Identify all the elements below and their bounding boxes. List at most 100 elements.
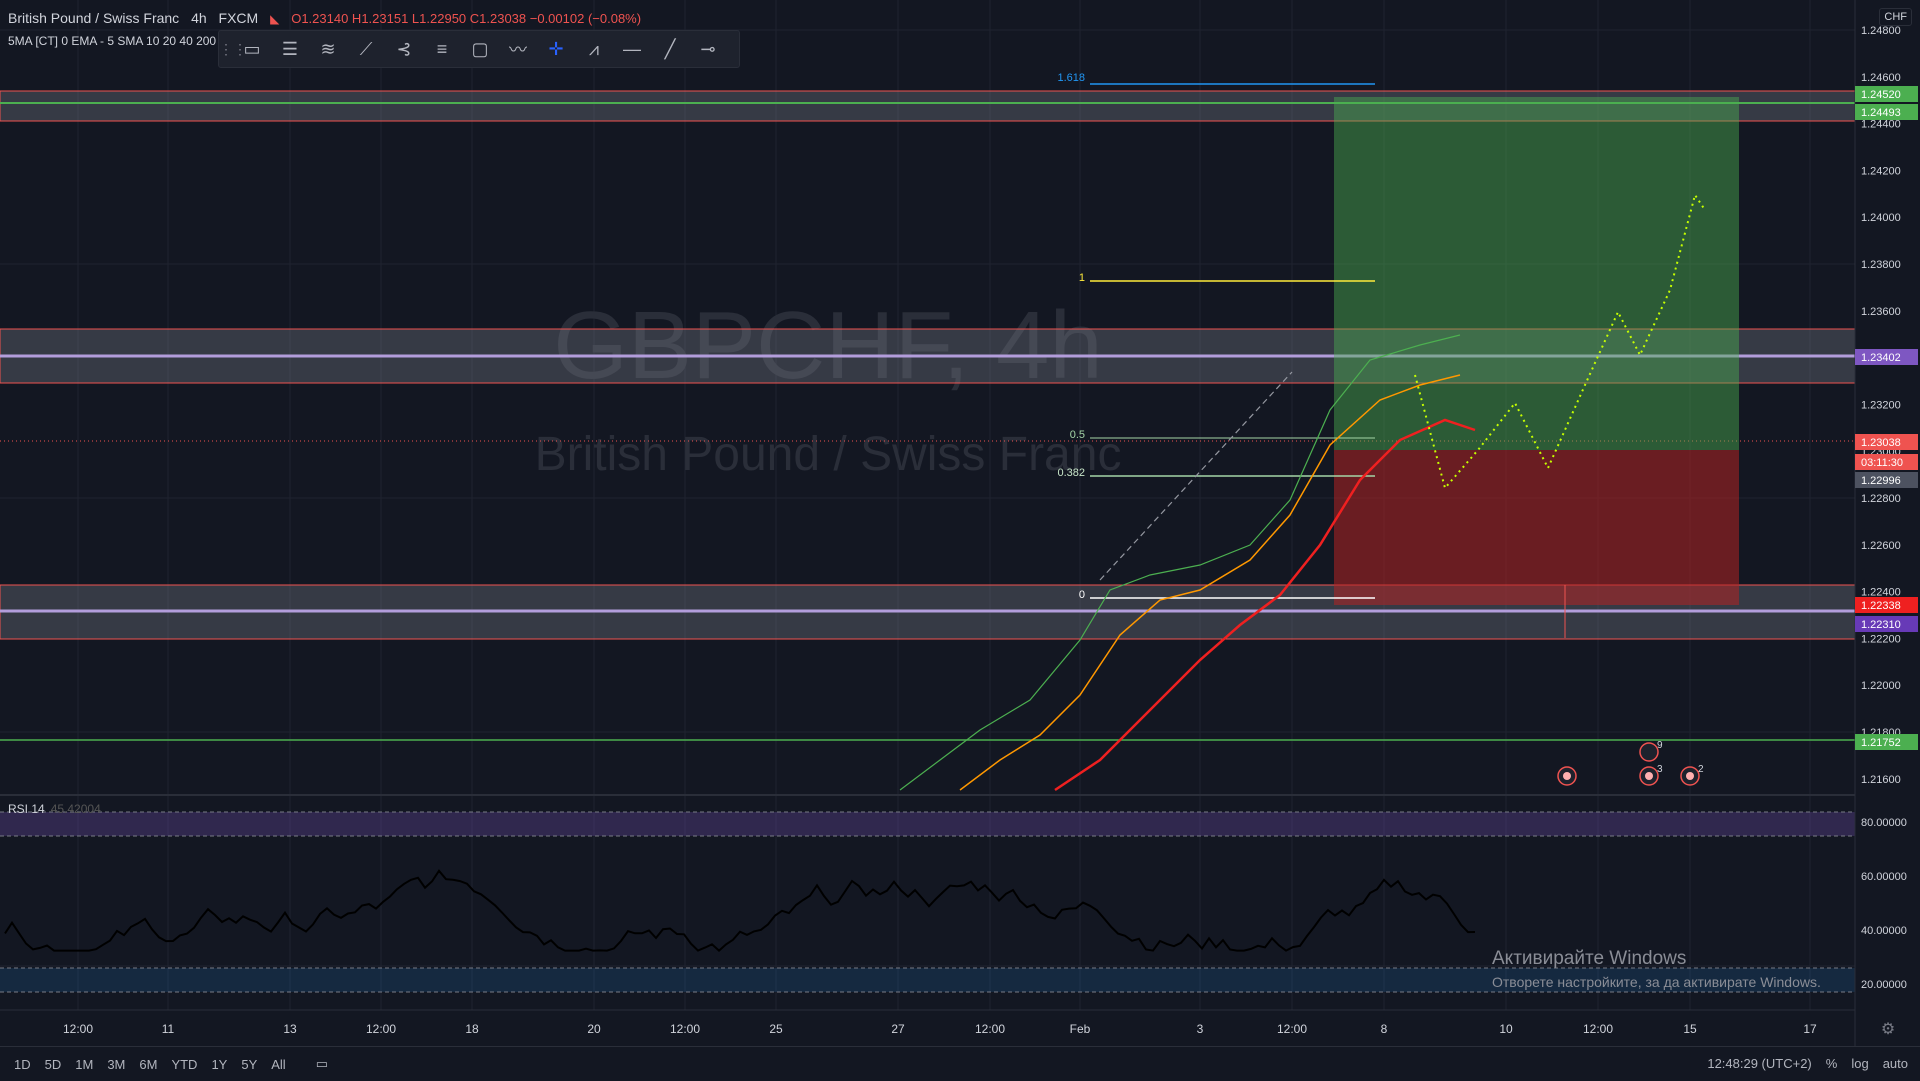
log-toggle[interactable]: log	[1851, 1056, 1869, 1071]
flag-icon: ◣	[270, 12, 280, 26]
time-tick: 12:00	[1583, 1022, 1613, 1036]
tf-1y[interactable]: 1Y	[211, 1056, 228, 1072]
price-axis	[1855, 0, 1920, 1046]
price-tick: 1.23200	[1861, 399, 1901, 411]
tf-ytd[interactable]: YTD	[171, 1056, 198, 1072]
event-flag-icon-inner	[1686, 772, 1694, 780]
fib-label: 0.382	[1057, 467, 1085, 479]
tf-all[interactable]: All	[271, 1056, 286, 1072]
time-tick: Feb	[1070, 1022, 1091, 1036]
ma-200-line	[1054, 418, 1476, 792]
tf-1d[interactable]: 1D	[14, 1056, 31, 1072]
projection-path	[1414, 192, 1706, 491]
date-range-icon[interactable]: ▭	[315, 1056, 328, 1071]
tf-5d[interactable]: 5D	[44, 1056, 62, 1072]
event-count: 3	[1657, 764, 1663, 775]
trendline-icon[interactable]: ╱	[664, 38, 676, 59]
bottom-toolbar: 1D 5D 1M 3M 6M YTD 1Y 5Y All ▭ 12:48:29 …	[0, 1046, 1920, 1081]
price-badge	[1855, 86, 1918, 102]
price-badge	[1855, 434, 1918, 450]
price-badge-label: 1.21752	[1861, 737, 1901, 749]
callout-icon[interactable]: ▢	[471, 38, 489, 59]
trend-icon[interactable]: ⟋	[359, 38, 373, 59]
time-tick: 8	[1381, 1022, 1388, 1036]
parallel-channel-icon[interactable]: ≋	[320, 38, 336, 59]
price-badge	[1855, 597, 1918, 613]
activation-subtitle: Отворете настройките, за да активирате W…	[1492, 974, 1821, 990]
time-tick: 11	[162, 1022, 175, 1036]
windows-activation-notice: Активирайте Windows Отворете настройките…	[1492, 948, 1821, 990]
price-tick: 1.23600	[1861, 306, 1901, 318]
event-flag-icon	[1639, 742, 1659, 762]
ohlc-values: O1.23140 H1.23151 L1.22950 C1.23038 −0.0…	[291, 11, 642, 26]
tf-3m[interactable]: 3M	[107, 1056, 126, 1072]
price-badge-label: 1.24493	[1861, 107, 1901, 119]
price-badge-label: 1.23402	[1861, 352, 1901, 364]
time-tick: 27	[891, 1022, 905, 1036]
clock[interactable]: 12:48:29 (UTC+2)	[1707, 1056, 1812, 1071]
crosshair-icon[interactable]: ✛	[548, 38, 564, 59]
rsi-label[interactable]: RSI 14 45.42004	[8, 802, 101, 816]
rsi-tick: 20.00000	[1861, 979, 1907, 991]
price-badge-label: 1.22996	[1861, 475, 1901, 487]
price-tick: 1.24400	[1861, 119, 1901, 131]
time-tick: 12:00	[975, 1022, 1005, 1036]
price-tick: 1.23800	[1861, 259, 1901, 271]
price-badge-label: 1.24520	[1861, 89, 1901, 101]
watermark-name: British Pound / Swiss Franc	[535, 428, 1122, 481]
channel-icon[interactable]: ☰	[281, 38, 299, 59]
price-badge	[1855, 734, 1918, 750]
price-tick: 1.24800	[1861, 25, 1901, 37]
event-count: 2	[1698, 764, 1704, 775]
price-badge-label: 1.22310	[1861, 619, 1901, 631]
xabcd-icon[interactable]: ⩘	[588, 38, 600, 59]
ma-20-line	[899, 334, 1461, 791]
event-flag-icon-inner	[1645, 772, 1653, 780]
rsi-oversold-band	[0, 968, 1855, 992]
tf-1m[interactable]: 1M	[75, 1056, 94, 1072]
symbol-header[interactable]: British Pound / Swiss Franc 4h FXCM ◣ O1…	[8, 10, 649, 26]
lines-icon[interactable]: ≡	[436, 38, 448, 59]
currency-badge[interactable]: CHF	[1879, 8, 1912, 26]
price-tick: 1.24600	[1861, 72, 1901, 84]
price-badge-label: 03:11:30	[1861, 457, 1903, 469]
rsi-line	[4, 869, 1476, 952]
price-tick: 1.24200	[1861, 165, 1901, 177]
price-badge-label: 1.23038	[1861, 437, 1901, 449]
rectangle-icon[interactable]: ▭	[243, 38, 261, 59]
horizontal-ray-icon[interactable]: —	[623, 38, 641, 59]
time-tick: 20	[587, 1022, 601, 1036]
rsi-overbought-band	[0, 812, 1855, 836]
profit-zone	[1334, 97, 1739, 450]
price-tick: 1.22000	[1861, 680, 1901, 692]
price-badge-label: 1.22338	[1861, 600, 1901, 612]
exchange-label: FXCM	[218, 10, 259, 26]
price-tick: 1.22800	[1861, 493, 1901, 505]
price-badge	[1855, 104, 1918, 120]
rsi-tick: 80.00000	[1861, 817, 1907, 829]
fib-label: 1.618	[1057, 72, 1085, 84]
path-icon[interactable]: ⊰	[396, 38, 412, 59]
price-tick: 1.22200	[1861, 633, 1901, 645]
resistance-zone	[0, 90, 1856, 122]
time-tick: 18	[465, 1022, 479, 1036]
time-tick: 15	[1683, 1022, 1697, 1036]
fib-label: 0	[1079, 589, 1085, 601]
drag-handle-icon[interactable]: ⋮⋮	[219, 40, 247, 57]
ma-indicator-label[interactable]: 5MA [CT] 0 EMA - 5 SMA 10 20 40 200	[8, 34, 217, 48]
loss-zone	[1334, 450, 1739, 605]
percent-toggle[interactable]: %	[1825, 1056, 1838, 1071]
horizontal-line-icon[interactable]: ⊸	[700, 38, 716, 59]
pattern-icon[interactable]: 〰	[509, 40, 527, 60]
time-tick: 12:00	[366, 1022, 396, 1036]
auto-toggle[interactable]: auto	[1882, 1056, 1908, 1071]
tf-5y[interactable]: 5Y	[241, 1056, 258, 1072]
rsi-tick: 60.00000	[1861, 871, 1907, 883]
drawing-toolbar: ⋮⋮ ▭ ☰ ≋ ⟋ ⊰ ≡ ▢ 〰 ✛ ⩘ — ╱ ⊸	[218, 30, 740, 68]
tf-6m[interactable]: 6M	[139, 1056, 158, 1072]
fib-trend-line	[1099, 371, 1293, 581]
price-tick: 1.22600	[1861, 540, 1901, 552]
time-tick: 12:00	[63, 1022, 93, 1036]
